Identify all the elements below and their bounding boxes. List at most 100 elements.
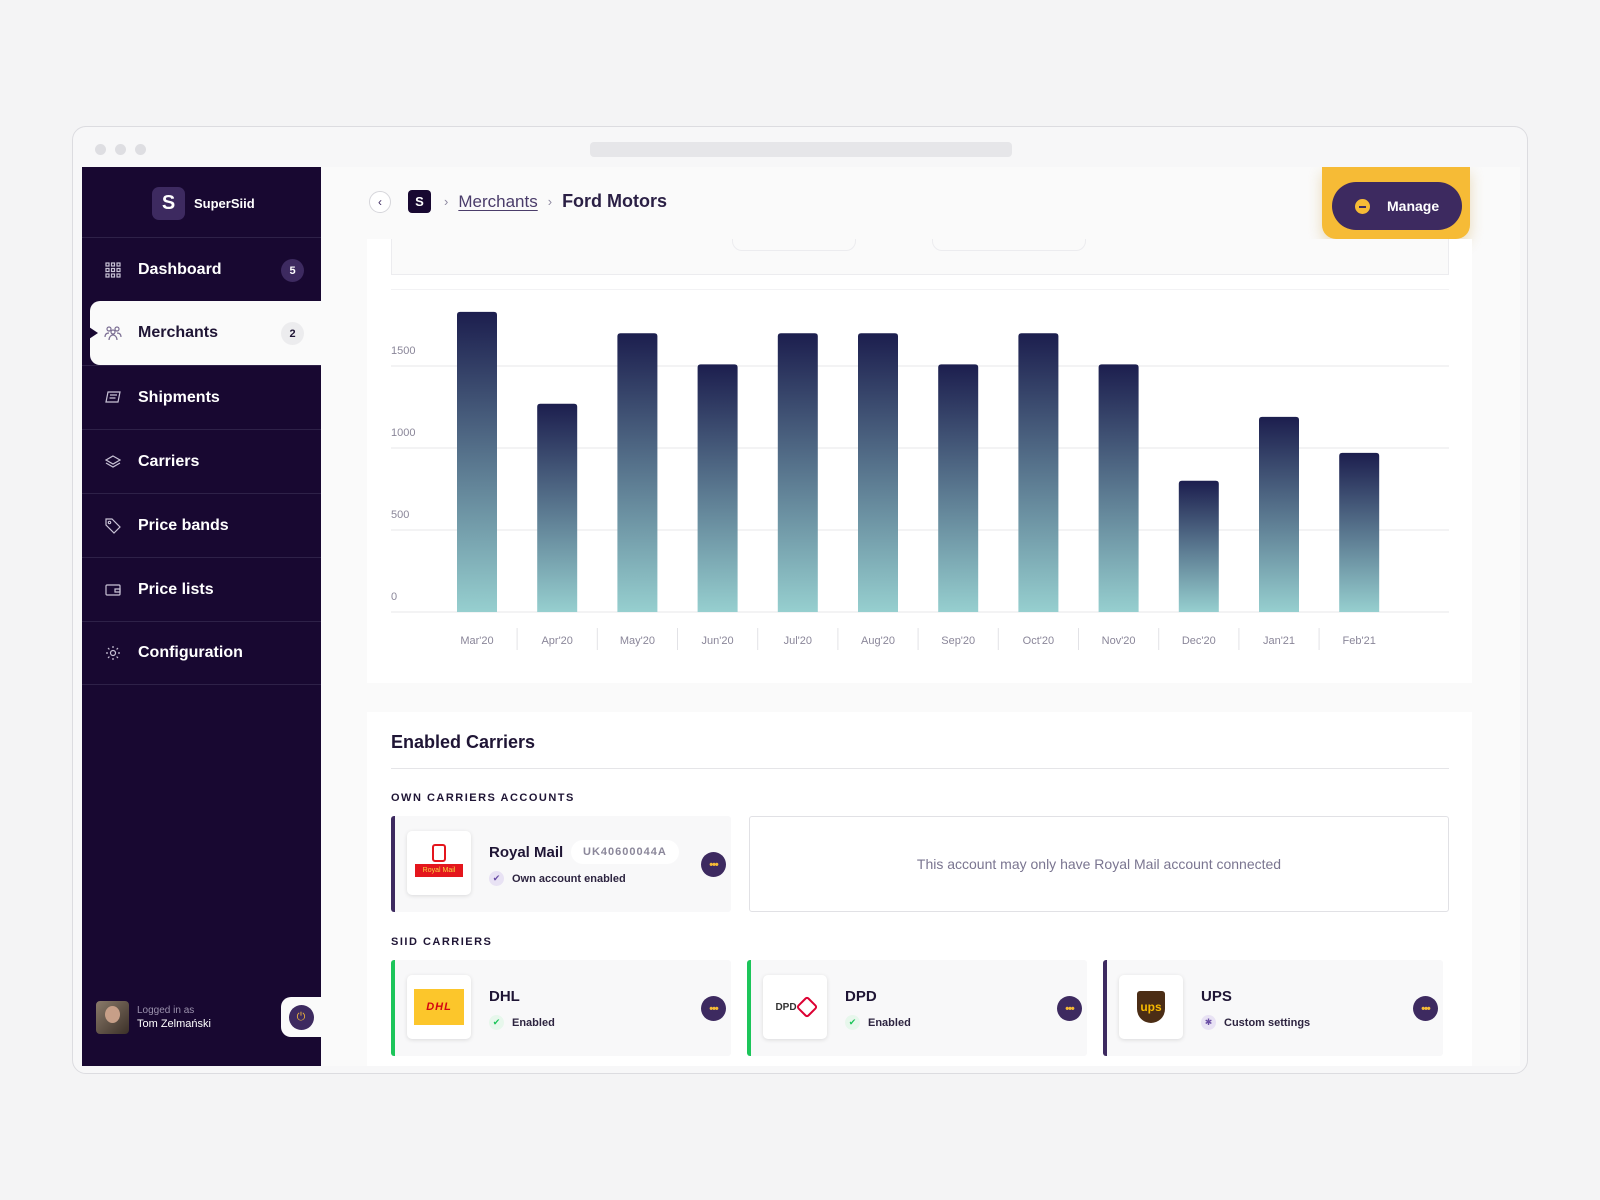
sidebar-item-price-bands[interactable]: Price bands (82, 493, 321, 557)
x-tick-label: May'20 (620, 635, 655, 647)
carrier-status: ✔ Own account enabled (489, 871, 626, 886)
x-tick-label: Jun'20 (702, 635, 734, 647)
app-name: SuperSiid (194, 196, 255, 211)
filter-pill[interactable] (732, 239, 856, 251)
dhl-carrier-card[interactable]: DHL DHL ✔ Enabled ••• (391, 960, 731, 1056)
carrier-status-label: Enabled (868, 1016, 911, 1029)
dashboard-count-badge: 5 (281, 259, 304, 282)
bar (537, 403, 578, 612)
manage-tab: Manage (1322, 167, 1470, 239)
y-tick-label: 1500 (391, 345, 415, 357)
bar (777, 333, 818, 612)
sidebar-item-label: Configuration (138, 644, 243, 661)
royal-mail-carrier-card[interactable]: Royal Mail Royal Mail UK40600044A ✔ Own … (391, 816, 731, 912)
siid-carriers-heading: SIID CARRIERS (391, 936, 493, 948)
avatar (96, 1001, 129, 1034)
y-tick-label: 0 (391, 591, 397, 603)
enabled-carriers-card: Enabled Carriers OWN CARRIERS ACCOUNTS R… (367, 712, 1472, 1066)
logged-in-caption: Logged in as (137, 1005, 195, 1016)
carrier-status-label: Own account enabled (512, 872, 626, 885)
sidebar-item-dashboard[interactable]: Dashboard 5 (82, 237, 321, 301)
sidebar-item-carriers[interactable]: Carriers (82, 429, 321, 493)
sidebar-item-label: Shipments (138, 388, 220, 406)
logo-mark-icon: S (152, 187, 185, 220)
royal-mail-notice: This account may only have Royal Mail ac… (749, 816, 1449, 912)
page-title: Ford Motors (562, 191, 668, 211)
more-options-button[interactable]: ••• (1057, 996, 1082, 1021)
bar (938, 364, 979, 612)
bar (1098, 364, 1139, 612)
sidebar-item-shipments[interactable]: Shipments (82, 365, 321, 429)
dpd-carrier-card[interactable]: DPD DPD ✔ Enabled ••• (747, 960, 1087, 1056)
section-title: Enabled Carriers (391, 732, 536, 752)
window-close-dot[interactable] (95, 144, 106, 155)
user-info: Logged in as Tom Zelmański (96, 1001, 211, 1034)
carrier-name: DHL (489, 988, 520, 1005)
price-bands-icon (104, 517, 122, 535)
more-options-button[interactable]: ••• (701, 852, 726, 877)
x-tick-label: Oct'20 (1023, 635, 1054, 647)
sidebar: S SuperSiid Dashboard 5 Merchants 2 (82, 167, 321, 1066)
sidebar-item-configuration[interactable]: Configuration (82, 621, 321, 685)
x-tick-label: Jul'20 (784, 635, 812, 647)
more-options-button[interactable]: ••• (1413, 996, 1438, 1021)
bar (457, 311, 497, 612)
ups-logo: ups (1119, 975, 1183, 1039)
sidebar-item-label: Price lists (138, 580, 214, 598)
browser-window: S SuperSiid Dashboard 5 Merchants 2 (72, 126, 1528, 1074)
shipments-icon (104, 389, 122, 407)
x-tick-label: Nov'20 (1102, 635, 1136, 647)
breadcrumb-merchants-link[interactable]: Merchants (458, 191, 538, 211)
minus-circle-icon (1355, 198, 1370, 214)
breadcrumb-logo-icon[interactable]: S (408, 190, 431, 213)
filter-pill[interactable] (932, 239, 1086, 251)
dhl-logo: DHL (407, 975, 471, 1039)
back-button[interactable]: ‹ (369, 191, 391, 213)
bar (1178, 480, 1219, 612)
dhl-logo-text: DHL (414, 989, 464, 1025)
page-header: ‹ S › Merchants › Ford Motors Manage (321, 167, 1520, 239)
carrier-status: ✱ Custom settings (1201, 1015, 1310, 1030)
x-tick-label: Aug'20 (861, 635, 895, 647)
breadcrumb: › Merchants › Ford Motors (444, 191, 667, 212)
sidebar-item-label: Dashboard (138, 260, 222, 278)
carrier-name: DPD (845, 988, 877, 1005)
check-icon: ✔ (489, 1015, 504, 1030)
x-tick-label: Mar'20 (460, 635, 493, 647)
chevron-left-icon: ‹ (378, 195, 382, 209)
window-controls (95, 144, 146, 155)
manage-button[interactable]: Manage (1332, 182, 1462, 230)
address-bar[interactable] (590, 142, 1012, 157)
chevron-right-icon: › (444, 194, 449, 209)
ups-logo-text: ups (1137, 991, 1165, 1023)
app-logo[interactable]: S SuperSiid (152, 187, 255, 220)
ups-carrier-card[interactable]: ups UPS ✱ Custom settings ••• (1103, 960, 1443, 1056)
chart-filter-strip (391, 239, 1449, 275)
sidebar-item-price-lists[interactable]: Price lists (82, 557, 321, 621)
carrier-name: UPS (1201, 988, 1232, 1005)
window-maximize-dot[interactable] (135, 144, 146, 155)
bar (697, 364, 738, 612)
sidebar-item-label: Carriers (138, 452, 200, 470)
x-tick-label: Sep'20 (941, 635, 975, 647)
gear-icon: ✱ (1201, 1015, 1216, 1030)
carrier-status-label: Custom settings (1224, 1016, 1311, 1029)
app: S SuperSiid Dashboard 5 Merchants 2 (82, 167, 1520, 1066)
sidebar-item-merchants[interactable]: Merchants 2 (89, 301, 321, 365)
y-tick-label: 500 (391, 509, 409, 521)
check-icon: ✔ (845, 1015, 860, 1030)
bar (1339, 452, 1380, 612)
bar (617, 333, 658, 612)
manage-button-label: Manage (1387, 198, 1440, 214)
carrier-status: ✔ Enabled (845, 1015, 911, 1030)
window-minimize-dot[interactable] (115, 144, 126, 155)
price-lists-icon (104, 581, 122, 599)
sidebar-nav: Dashboard 5 Merchants 2 Shipments (82, 237, 321, 685)
royal-mail-logo: Royal Mail (407, 831, 471, 895)
more-options-button[interactable]: ••• (701, 996, 726, 1021)
power-icon[interactable]: ⏻ (288, 1004, 314, 1030)
x-tick-label: Apr'20 (541, 635, 572, 647)
carrier-status: ✔ Enabled (489, 1015, 555, 1030)
cube-icon (795, 995, 818, 1019)
bar-chart: 0 500 1000 1500 Mar'20 Apr'20 May'20 Jun'20 Jul'… (391, 289, 1449, 650)
